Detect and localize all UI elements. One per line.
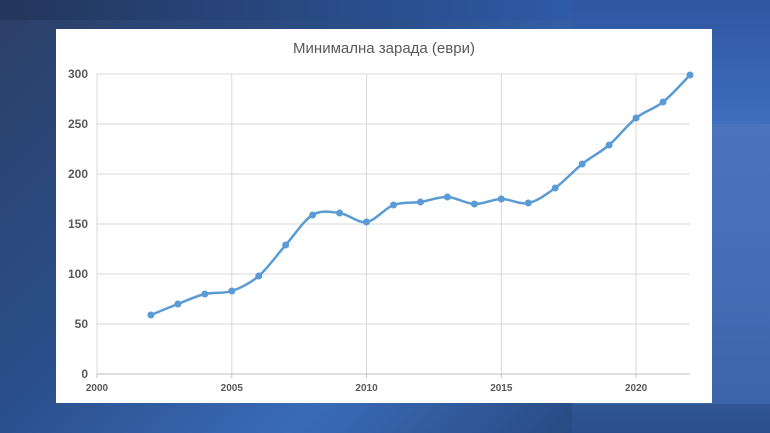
data-point [228,287,236,295]
chart-card: Минимална зарада (еври) 0 50 100 150 200 250 3… [56,29,712,403]
x-tick-labels: 2000 2005 2010 2015 2020 [86,383,648,394]
y-tick-label: 50 [75,317,89,331]
data-point [147,311,155,319]
data-point [282,241,290,249]
data-point [201,290,209,298]
y-tick-label: 150 [68,217,88,231]
axes [96,74,690,378]
data-point [363,218,371,226]
x-tick-label: 2005 [221,383,244,394]
grid-lines [97,73,690,374]
y-tick-labels: 0 50 100 150 200 250 300 [68,67,88,381]
data-points [147,71,694,319]
data-point [470,200,478,208]
y-tick-label: 300 [68,67,88,81]
data-point [497,195,505,203]
data-point [309,211,317,219]
data-point [336,209,344,217]
y-tick-label: 100 [68,267,88,281]
x-tick-label: 2000 [86,383,109,394]
line-chart: Минимална зарада (еври) 0 50 100 150 200 250 3… [68,40,694,394]
x-tick-label: 2010 [355,383,378,394]
y-tick-label: 0 [81,367,88,381]
x-tick-label: 2020 [625,383,648,394]
data-point [605,141,613,149]
data-point [551,184,559,192]
y-tick-label: 200 [68,167,88,181]
chart-title: Минимална зарада (еври) [293,40,475,57]
background-top-band [0,0,572,20]
data-point [659,98,667,106]
y-tick-label: 250 [68,117,88,131]
data-point [686,71,694,79]
data-point [578,160,586,168]
data-point [390,201,397,209]
data-point [255,272,263,280]
data-point [524,199,532,207]
data-point [416,198,424,206]
data-point [632,114,640,122]
x-tick-label: 2015 [490,383,513,394]
data-point [443,193,451,201]
data-point [174,300,182,308]
